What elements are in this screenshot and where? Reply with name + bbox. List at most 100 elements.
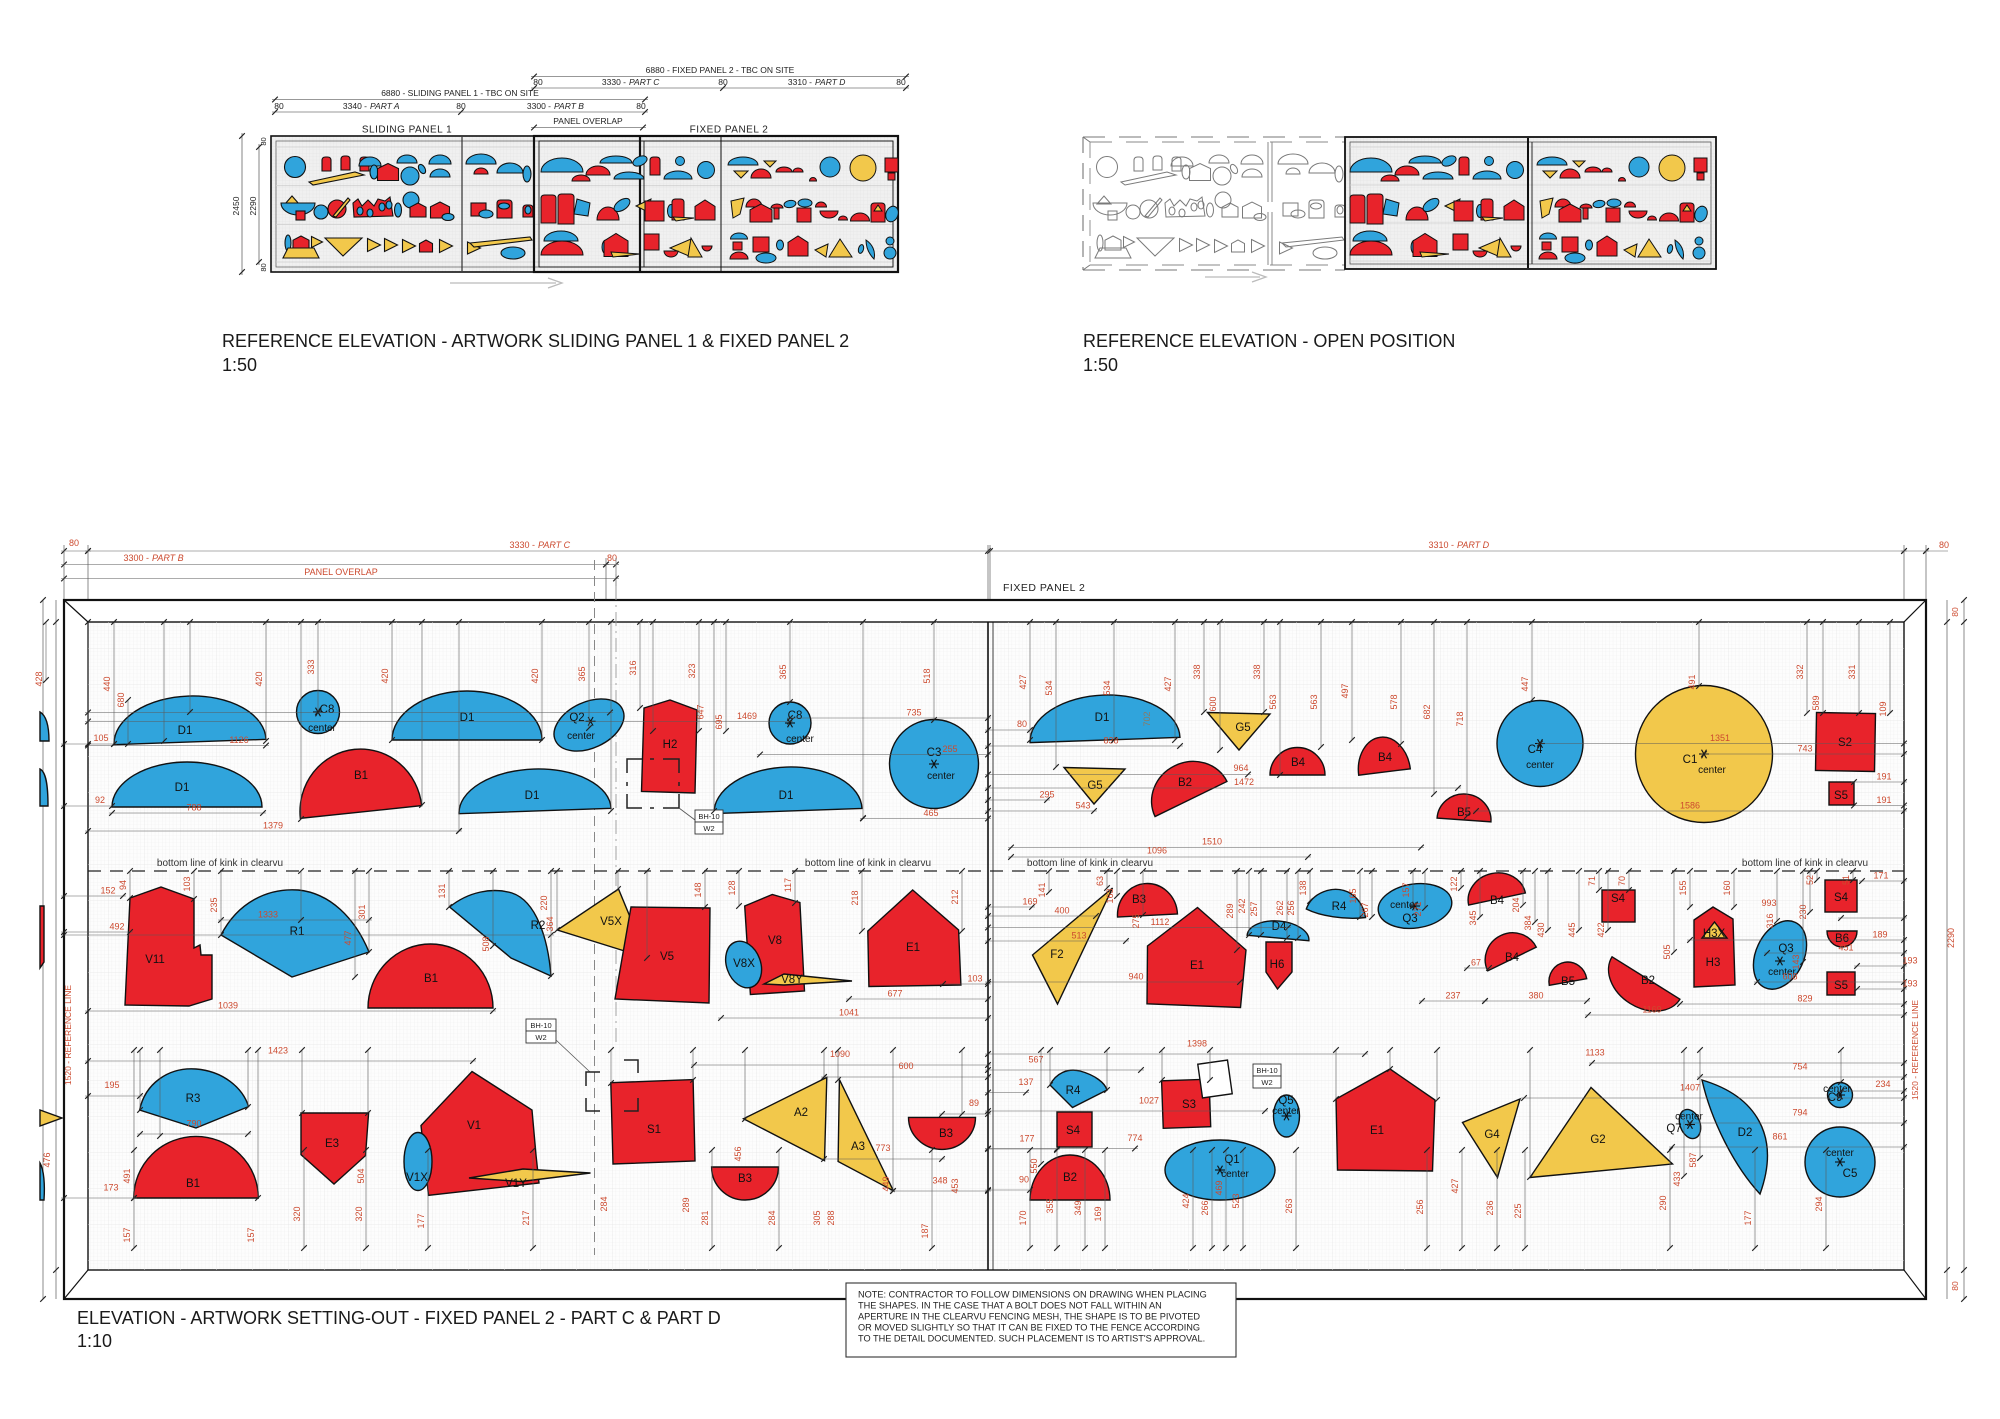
svg-text:PANEL OVERLAP: PANEL OVERLAP	[304, 567, 378, 577]
svg-text:440: 440	[102, 676, 112, 691]
svg-text:137: 137	[1018, 1077, 1033, 1087]
svg-text:B3: B3	[1132, 894, 1146, 906]
svg-text:B4: B4	[1505, 952, 1520, 964]
svg-text:262: 262	[1275, 900, 1285, 915]
svg-text:271: 271	[1413, 901, 1423, 916]
svg-text:504: 504	[356, 1168, 366, 1183]
svg-text:225: 225	[1513, 1203, 1523, 1218]
svg-text:center: center	[1526, 760, 1554, 771]
svg-text:80: 80	[1950, 1281, 1960, 1291]
svg-text:349: 349	[1073, 1200, 1083, 1215]
svg-text:861: 861	[1772, 1132, 1787, 1142]
svg-text:155: 155	[1678, 880, 1688, 895]
svg-text:338: 338	[1192, 664, 1202, 679]
svg-text:B3: B3	[939, 1128, 953, 1140]
svg-text:191: 191	[1876, 795, 1891, 805]
svg-text:177: 177	[1743, 1210, 1753, 1225]
svg-text:Q3: Q3	[1402, 913, 1417, 925]
svg-text:center: center	[1698, 765, 1726, 776]
svg-text:G5: G5	[1087, 780, 1102, 792]
svg-text:600: 600	[1208, 696, 1218, 711]
svg-text:D1: D1	[1095, 712, 1110, 724]
svg-text:G2: G2	[1590, 1134, 1605, 1146]
svg-text:456: 456	[733, 1146, 743, 1161]
svg-text:80: 80	[1950, 607, 1960, 617]
svg-text:C8: C8	[788, 710, 803, 722]
svg-text:682: 682	[1422, 704, 1432, 719]
svg-text:157: 157	[122, 1227, 132, 1242]
svg-text:160: 160	[1722, 880, 1732, 895]
svg-text:743: 743	[1797, 744, 1812, 754]
svg-text:109: 109	[1878, 701, 1888, 716]
svg-text:C3: C3	[927, 747, 942, 759]
svg-text:281: 281	[700, 1210, 710, 1225]
svg-text:453: 453	[950, 1178, 960, 1193]
svg-text:290: 290	[1658, 1195, 1668, 1210]
svg-text:331: 331	[1847, 664, 1857, 679]
svg-text:1:50: 1:50	[222, 355, 257, 375]
svg-text:bottom line of kink in clearvu: bottom line of kink in clearvu	[805, 858, 931, 869]
svg-text:1520 - REFERENCE LINE: 1520 - REFERENCE LINE	[1910, 1000, 1920, 1100]
svg-text:477: 477	[343, 930, 353, 945]
svg-text:92: 92	[95, 795, 105, 805]
svg-text:C1: C1	[1683, 754, 1698, 766]
svg-text:W2: W2	[703, 824, 714, 833]
svg-text:B2: B2	[1063, 1172, 1077, 1184]
svg-text:B5: B5	[1561, 976, 1575, 988]
svg-text:89: 89	[969, 1098, 979, 1108]
svg-text:338: 338	[1252, 664, 1262, 679]
svg-text:170: 170	[1018, 1210, 1028, 1225]
svg-text:80: 80	[1939, 540, 1949, 550]
svg-text:S1: S1	[647, 1124, 661, 1136]
svg-text:B4: B4	[1291, 757, 1306, 769]
svg-text:563: 563	[1268, 694, 1278, 709]
svg-text:838: 838	[1103, 736, 1118, 746]
svg-text:242: 242	[1237, 898, 1247, 913]
svg-text:Q7: Q7	[1666, 1123, 1681, 1135]
svg-text:3330 -: 3330 -	[509, 540, 535, 550]
svg-text:465: 465	[923, 808, 938, 818]
svg-text:E1: E1	[1190, 960, 1204, 972]
svg-text:1407: 1407	[1680, 1083, 1700, 1093]
svg-text:1169: 1169	[1642, 1005, 1661, 1015]
svg-text:center: center	[308, 723, 336, 734]
svg-text:513: 513	[1071, 931, 1086, 941]
svg-text:80: 80	[1017, 719, 1027, 729]
svg-text:171: 171	[1873, 871, 1888, 881]
svg-text:D1: D1	[175, 782, 190, 794]
svg-text:534: 534	[1044, 680, 1054, 695]
svg-text:345: 345	[1468, 910, 1478, 925]
svg-text:993: 993	[1761, 898, 1776, 908]
svg-text:bottom line of kink in clearvu: bottom line of kink in clearvu	[1742, 858, 1868, 869]
svg-text:255: 255	[942, 744, 957, 754]
svg-text:508: 508	[481, 936, 491, 951]
svg-text:964: 964	[1233, 763, 1248, 773]
svg-text:550: 550	[1029, 1158, 1039, 1173]
svg-text:80: 80	[69, 538, 79, 548]
svg-text:H3X: H3X	[1703, 928, 1726, 940]
svg-text:80: 80	[718, 77, 728, 87]
svg-text:C4: C4	[1528, 744, 1543, 756]
svg-text:D1: D1	[779, 790, 794, 802]
svg-text:117: 117	[783, 878, 793, 892]
svg-text:288: 288	[826, 1210, 836, 1225]
svg-text:bottom line of kink in clearvu: bottom line of kink in clearvu	[1027, 858, 1153, 869]
svg-text:103: 103	[967, 974, 982, 984]
svg-text:702: 702	[1142, 711, 1152, 726]
svg-text:177: 177	[416, 1213, 426, 1228]
svg-text:316: 316	[1765, 913, 1775, 928]
svg-text:677: 677	[887, 989, 902, 999]
svg-text:103: 103	[182, 876, 192, 891]
svg-text:422: 422	[1596, 922, 1606, 937]
svg-text:218: 218	[850, 890, 860, 905]
svg-text:256: 256	[1286, 900, 1296, 915]
svg-text:212: 212	[950, 889, 960, 904]
svg-text:320: 320	[292, 1206, 302, 1221]
svg-text:424: 424	[1181, 1193, 1191, 1208]
svg-text:289: 289	[681, 1197, 691, 1212]
svg-text:D1: D1	[460, 712, 475, 724]
svg-text:center: center	[1826, 1148, 1854, 1159]
svg-text:235: 235	[209, 897, 219, 912]
svg-text:S3: S3	[1182, 1099, 1196, 1111]
svg-text:163: 163	[1105, 888, 1115, 903]
